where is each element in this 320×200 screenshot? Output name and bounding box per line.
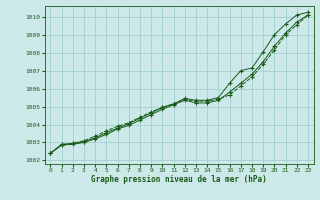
X-axis label: Graphe pression niveau de la mer (hPa): Graphe pression niveau de la mer (hPa) (91, 175, 267, 184)
